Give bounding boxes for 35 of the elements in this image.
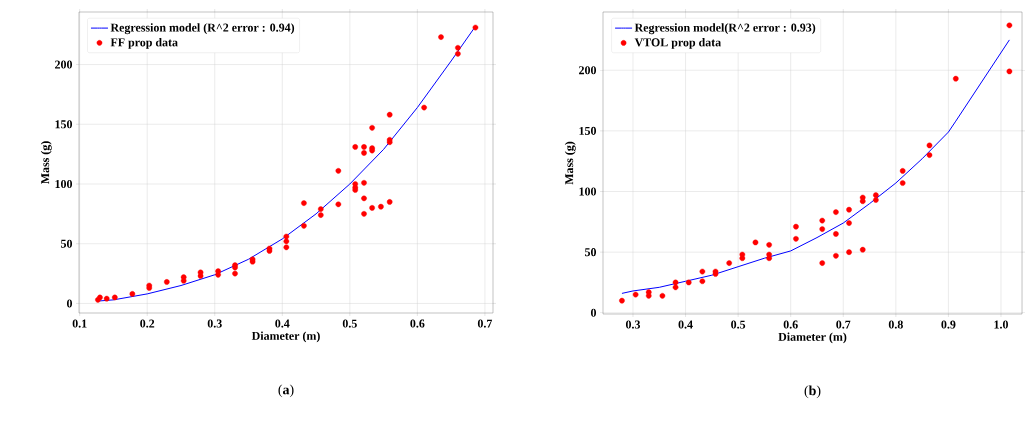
x-tick-label: 0.6 [783, 320, 798, 329]
x-tick-label: 0.7 [836, 320, 851, 329]
legend-label: VTOL prop data [634, 37, 721, 49]
y-axis-title: Mass (g) [564, 141, 576, 185]
x-tick-label: 0.8 [888, 320, 903, 329]
x-tick-label: 0.9 [941, 320, 956, 329]
y-tick-label: 0 [590, 308, 597, 317]
x-tick-label: 0.4 [275, 319, 290, 328]
y-tick-label: 150 [579, 126, 597, 135]
y-tick-label: 150 [55, 120, 73, 129]
legend-label: Regression model (R^2 error : 0.94) [110, 23, 295, 35]
y-tick-label: 200 [579, 66, 597, 75]
x-axis-title: Diameter (m) [251, 331, 320, 343]
y-tick-label: 0 [66, 299, 73, 308]
y-tick-label: 50 [61, 239, 73, 248]
x-tick-label: 0.3 [207, 319, 222, 328]
x-tick-label: 0.5 [731, 320, 746, 329]
x-tick-label: 0.6 [410, 319, 425, 328]
text: (a) [278, 384, 294, 398]
y-tick-label: 100 [579, 187, 597, 196]
y-tick-label: 100 [55, 179, 73, 189]
x-tick-label: 0.2 [140, 319, 155, 328]
x-tick-label: 0.7 [477, 319, 493, 328]
x-tick-label: 0.1 [72, 319, 87, 328]
x-axis-title: Diameter (m) [778, 332, 847, 344]
legend-label: Regression model(R^2 error : 0.93) [634, 23, 816, 35]
x-tick-label: 0.4 [678, 320, 693, 329]
text: (b) [804, 385, 821, 399]
y-tick-label: 200 [55, 60, 73, 69]
y-tick-label: 50 [585, 248, 597, 257]
legend-label: FF prop data [110, 37, 178, 49]
y-axis-title: Mass (g) [40, 141, 52, 185]
x-tick-label: 0.3 [625, 320, 641, 329]
x-tick-label: 0.5 [342, 319, 357, 328]
x-tick-label: 1.0 [994, 320, 1008, 329]
